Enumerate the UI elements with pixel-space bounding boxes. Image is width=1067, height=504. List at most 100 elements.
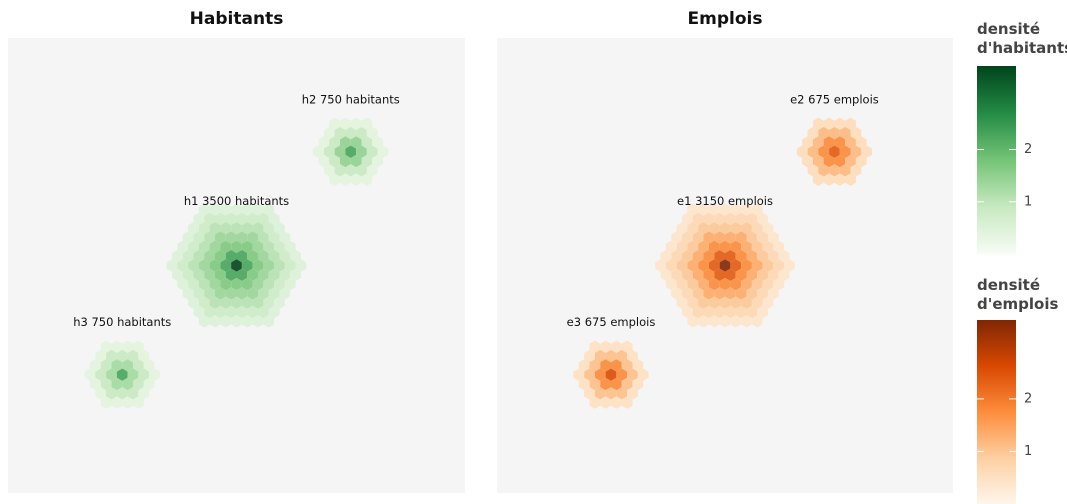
- hex-cell: [225, 287, 237, 300]
- hex-cell: [823, 173, 835, 186]
- hex-cell: [247, 250, 258, 263]
- hex-cell: [829, 126, 840, 140]
- hex-cell: [225, 268, 237, 281]
- hex-cell: [762, 259, 774, 272]
- hex-cell: [122, 359, 133, 372]
- hex-cell: [735, 212, 747, 226]
- hex-cell: [252, 259, 264, 272]
- panel-title: Emplois: [688, 9, 763, 29]
- hex-cell: [600, 377, 611, 391]
- hex-cell: [252, 296, 264, 309]
- hex-cell: [600, 340, 611, 353]
- hex-cell: [372, 136, 383, 149]
- hex-cell: [209, 222, 221, 235]
- hex-cell: [687, 259, 699, 272]
- hex-cell: [845, 173, 856, 186]
- hex-cell: [741, 277, 752, 291]
- hex-cell: [209, 240, 221, 254]
- hex-cell: [361, 117, 373, 131]
- hex-cell: [845, 136, 856, 149]
- hex-cell: [257, 287, 269, 300]
- hex-cell: [268, 250, 280, 263]
- hex-cell: [143, 377, 155, 391]
- hex-cell: [247, 212, 258, 226]
- hex-cell: [855, 136, 867, 149]
- hex-cell: [257, 212, 269, 226]
- hex-cell: [751, 222, 763, 235]
- colorbar-tick-label: 1: [1024, 444, 1032, 459]
- hex-cell: [198, 222, 210, 235]
- hex-cell: [215, 268, 226, 281]
- hex-cell: [323, 145, 335, 158]
- hex-cell: [220, 296, 232, 309]
- hex-cell: [714, 268, 725, 281]
- hex-cell: [279, 268, 291, 281]
- hex-cell: [220, 277, 232, 291]
- hex-cell: [268, 268, 280, 281]
- hex-cell: [594, 368, 606, 381]
- hex-cell: [600, 396, 611, 409]
- hex-cell: [90, 359, 101, 372]
- hex-cell: [268, 212, 280, 226]
- hex-cell: [746, 268, 758, 281]
- hex-cell: [671, 268, 683, 281]
- hex-cell: [268, 231, 280, 244]
- hex-cell: [778, 250, 790, 263]
- hex-cell: [616, 349, 628, 363]
- hex-cell: [284, 240, 296, 254]
- hex-cell: [655, 259, 666, 272]
- hex-cell: [767, 231, 779, 244]
- hex-cell: [241, 315, 253, 328]
- hex-cell: [687, 277, 699, 291]
- hex-cell: [850, 126, 862, 140]
- hex-cell: [834, 173, 846, 186]
- hex-cell: [802, 136, 813, 149]
- hex-cell: [340, 117, 351, 131]
- hex-cell: [236, 212, 248, 226]
- hex-cell: [241, 203, 253, 216]
- hex-cell: [323, 164, 335, 177]
- hex-cell: [350, 117, 362, 131]
- hex-cell: [703, 268, 715, 281]
- hex-cell: [127, 368, 139, 381]
- hex-cell: [111, 359, 123, 372]
- hex-cell: [345, 126, 357, 140]
- hex-cell: [172, 250, 183, 263]
- hex-cell: [334, 145, 346, 158]
- hex-cell: [236, 231, 248, 244]
- colorbar-tick-label: 1: [1024, 194, 1032, 209]
- hex-cell: [719, 315, 731, 328]
- hex-cell: [834, 154, 846, 168]
- hex-cell: [845, 154, 856, 168]
- hex-cell: [350, 173, 362, 186]
- hex-cell: [818, 164, 830, 177]
- hex-cell: [100, 359, 112, 372]
- hex-cell: [773, 240, 785, 254]
- hex-cell: [313, 145, 324, 158]
- hex-cell: [241, 240, 253, 254]
- hex-cell: [193, 250, 205, 263]
- colorbar-tick-label: 2: [1024, 391, 1032, 406]
- hex-cell: [589, 377, 601, 391]
- hex-cell: [204, 212, 216, 226]
- hex-cell: [741, 240, 752, 254]
- hex-cell: [318, 154, 330, 168]
- hex-cell: [204, 231, 216, 244]
- hex-cell: [122, 396, 133, 409]
- hex-cell: [807, 126, 819, 140]
- hex-cell: [225, 250, 237, 263]
- hex-cell: [220, 203, 232, 216]
- hex-cell: [589, 359, 601, 372]
- hex-cell: [241, 222, 253, 235]
- hex-cell: [611, 396, 622, 409]
- hex-cell: [741, 222, 752, 235]
- hex-cell: [95, 349, 107, 363]
- hex-cell: [850, 145, 862, 158]
- hex-cell: [182, 287, 194, 300]
- hex-cell: [366, 126, 378, 140]
- hex-cell: [366, 164, 378, 177]
- hex-cell: [839, 126, 851, 140]
- hex-cell: [812, 117, 824, 131]
- hex-cell: [188, 259, 199, 272]
- hex-cell: [687, 203, 699, 216]
